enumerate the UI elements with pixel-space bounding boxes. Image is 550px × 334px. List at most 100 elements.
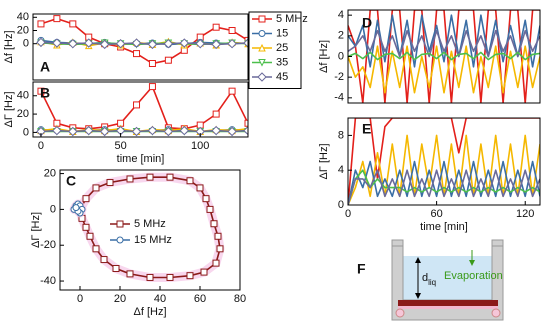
x-tick-label: 80 xyxy=(234,293,246,305)
marker xyxy=(212,23,220,31)
marker xyxy=(164,56,172,64)
marker xyxy=(52,38,62,48)
y-tick-label: 4 xyxy=(338,9,344,21)
marker xyxy=(116,220,124,228)
marker xyxy=(166,273,174,281)
x-tick-label: 60 xyxy=(430,208,442,220)
marker xyxy=(195,38,205,49)
y-tick-label: -2 xyxy=(334,71,344,83)
series-line xyxy=(348,14,540,68)
electrode xyxy=(398,306,498,309)
marker xyxy=(210,220,218,228)
plot-frame xyxy=(347,117,541,206)
marker xyxy=(196,184,204,192)
y-tick-label: 40 xyxy=(17,90,29,102)
plot-series xyxy=(36,83,248,137)
x-tick-label: 50 xyxy=(114,140,126,152)
series-line xyxy=(348,118,540,205)
marker xyxy=(216,245,224,253)
plot-frame xyxy=(59,169,241,291)
marker xyxy=(200,268,208,276)
x-tick-label: 0 xyxy=(38,140,44,152)
series-line xyxy=(348,45,540,94)
marker xyxy=(68,126,78,137)
marker xyxy=(116,236,124,244)
plot-frame xyxy=(32,81,249,138)
panel-label: B xyxy=(40,85,50,101)
marker xyxy=(186,177,194,185)
marker xyxy=(163,38,174,49)
legend-label: 5 MHz xyxy=(134,218,166,230)
y-axis-label: ΔΓ [Hz] xyxy=(30,212,42,248)
marker xyxy=(214,232,222,240)
marker xyxy=(258,30,266,37)
y-tick-label: -4 xyxy=(334,92,344,104)
x-tick-label: 20 xyxy=(114,293,126,305)
marker xyxy=(258,15,266,23)
panel-label: E xyxy=(362,121,371,137)
marker xyxy=(228,87,236,95)
marker xyxy=(163,126,174,137)
rim xyxy=(391,239,404,247)
marker xyxy=(99,126,110,137)
panel-label: A xyxy=(40,59,50,75)
marker xyxy=(147,125,158,136)
marker xyxy=(112,265,120,273)
marker xyxy=(206,205,214,213)
marker xyxy=(115,38,126,49)
y-tick-label: 20 xyxy=(17,108,29,120)
y-tick-label: 0 xyxy=(338,199,344,211)
marker xyxy=(244,119,248,127)
marker xyxy=(166,173,174,181)
marker xyxy=(92,184,100,192)
marker xyxy=(148,60,156,67)
marker xyxy=(37,20,45,28)
marker xyxy=(212,259,220,267)
panel-label: D xyxy=(362,15,372,31)
marker xyxy=(82,223,90,231)
marker xyxy=(258,43,266,52)
panel-label: C xyxy=(66,173,76,189)
y-tick-label: 2 xyxy=(338,30,344,42)
marker xyxy=(227,126,237,137)
legend-label: 25 xyxy=(276,42,288,54)
marker xyxy=(53,15,61,23)
y-tick-label: -40 xyxy=(40,275,56,287)
marker xyxy=(72,204,80,212)
y-tick-label: -20 xyxy=(40,239,56,251)
marker xyxy=(146,273,154,281)
y-tick-label: 20 xyxy=(44,167,56,179)
y-axis-label: Δf [Hz] xyxy=(318,40,330,73)
panel-label: F xyxy=(357,261,366,277)
marker xyxy=(243,38,248,48)
plot-area xyxy=(33,14,248,80)
y-tick-label: 0 xyxy=(23,126,29,138)
marker xyxy=(99,39,110,50)
y-axis-label: ΔΓ [Hz] xyxy=(3,91,15,127)
marker xyxy=(68,38,78,49)
marker xyxy=(212,110,220,118)
marker xyxy=(146,173,154,181)
x-tick-label: 100 xyxy=(191,140,209,152)
y-tick-label: 0 xyxy=(338,50,344,62)
legend-label: 45 xyxy=(276,71,288,83)
y-axis-label: ΔΓ [Hz] xyxy=(318,143,330,179)
marker xyxy=(37,87,45,95)
marker xyxy=(126,270,134,278)
sensor xyxy=(398,300,498,306)
marker xyxy=(82,195,90,203)
marker xyxy=(84,125,94,136)
marker xyxy=(84,38,94,48)
d: d xyxy=(422,272,428,284)
d-sub: liq xyxy=(428,278,436,287)
series-line xyxy=(348,29,540,58)
y-tick-label: 40 xyxy=(17,11,29,23)
marker xyxy=(131,38,142,48)
marker xyxy=(186,272,194,280)
o-ring xyxy=(395,308,405,318)
marker xyxy=(69,20,77,28)
plot-area xyxy=(33,82,248,137)
x-tick-label: 0 xyxy=(345,208,351,220)
x-axis-label: time [min] xyxy=(117,153,165,165)
